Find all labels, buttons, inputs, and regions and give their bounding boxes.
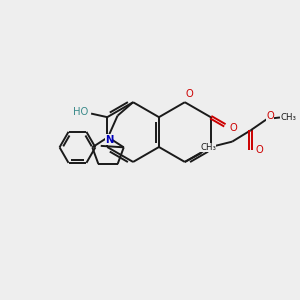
Text: O: O <box>255 145 263 155</box>
Text: O: O <box>266 111 274 121</box>
Text: HO: HO <box>73 107 88 117</box>
Text: O: O <box>185 89 193 99</box>
Text: CH₃: CH₃ <box>281 113 297 122</box>
Text: N: N <box>105 134 113 145</box>
Text: CH₃: CH₃ <box>200 143 216 152</box>
Text: O: O <box>230 123 237 133</box>
